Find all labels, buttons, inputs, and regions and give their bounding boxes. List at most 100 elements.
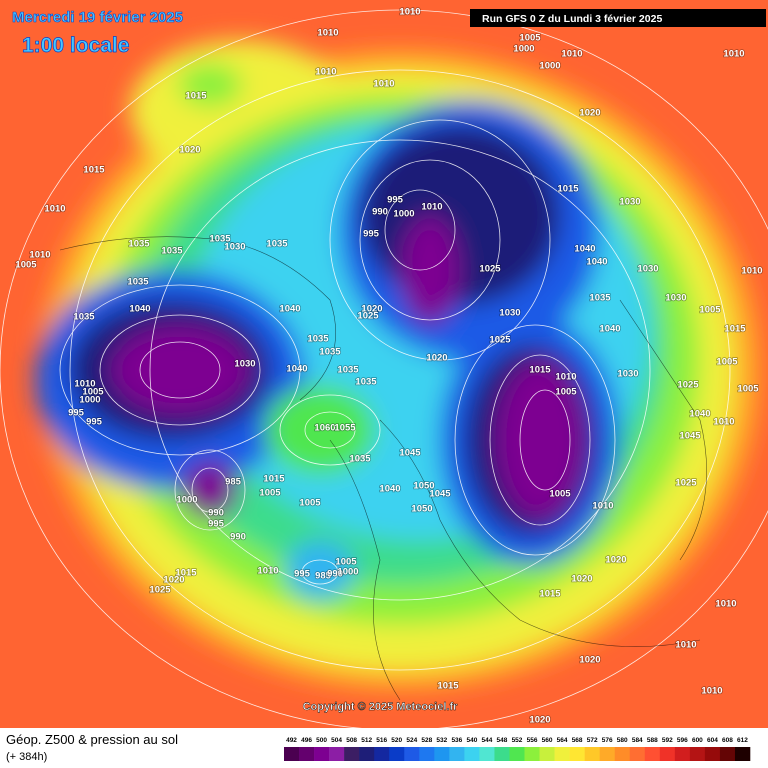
isobar-label: 1045 (679, 431, 701, 442)
isobar-label: 1025 (677, 380, 699, 391)
colorbar-tick-label: 596 (677, 737, 688, 744)
isobar-label: 1030 (619, 197, 640, 208)
isobar-label: 1030 (234, 359, 255, 370)
isobar-label: 1010 (257, 566, 278, 577)
isobar-label: 1025 (675, 478, 697, 489)
colorbar-tick-label: 604 (707, 737, 718, 744)
isobar-label: 1015 (263, 474, 285, 485)
isobar-label: 1010 (561, 49, 582, 60)
coastlines (59, 236, 707, 701)
colorbar-tick-label: 548 (497, 737, 508, 744)
isobar-label: 1030 (224, 242, 245, 253)
isobar-label: 1010 (74, 379, 95, 390)
isobar-label: 1005 (82, 387, 104, 398)
isobar-label: 1005 (699, 305, 721, 316)
color-swatch (479, 747, 495, 761)
isobar-label: 1015 (83, 165, 105, 176)
isobar-label: 1010 (713, 417, 734, 428)
isobar-label: 1020 (605, 555, 626, 566)
isobar-label: 1025 (149, 585, 171, 596)
isobar-label: 1030 (665, 293, 686, 304)
isobar-label: 1010 (592, 501, 613, 512)
isobar-label: 1040 (279, 304, 300, 315)
color-swatch (659, 747, 676, 761)
map-field (0, 0, 768, 728)
isobar-label: 1035 (355, 377, 377, 388)
isobar-label: 1025 (357, 311, 379, 322)
isobar-label: 1015 (724, 324, 746, 335)
color-swatch (569, 747, 585, 761)
isobar-label: 1010 (399, 7, 420, 18)
colorbar-tick-label: 588 (647, 737, 658, 744)
color-swatch (524, 747, 540, 761)
isobar-label: 1015 (175, 568, 197, 579)
isobar-label: 1035 (337, 365, 359, 376)
isobar-label: 985 (315, 571, 332, 582)
isobar-label: 1000 (337, 567, 358, 578)
isobar-label: 985 (225, 477, 242, 488)
isobar-label: 1010 (675, 640, 696, 651)
colorbar-tick-label: 504 (331, 737, 342, 744)
color-swatch (284, 747, 300, 761)
isobar-label: 1010 (723, 49, 744, 60)
isobar-label: 1015 (529, 365, 551, 376)
legend-subtitle: (+ 384h) (6, 751, 47, 763)
isobar-label: 1045 (399, 448, 421, 459)
color-swatch (689, 747, 706, 761)
isobar-label: 1005 (519, 33, 541, 44)
run-info: Run GFS 0 Z du Lundi 3 février 2025 (482, 13, 662, 25)
isobar-label: 1050 (411, 504, 432, 515)
isobar-label: 995 (387, 195, 404, 206)
colorbar-tick-label: 608 (722, 737, 733, 744)
isobar-label: 1015 (539, 589, 561, 600)
isobar-label: 1020 (426, 353, 447, 364)
isobar-label: 1040 (689, 409, 710, 420)
isobar-label: 1030 (617, 369, 638, 380)
color-swatch (644, 747, 661, 761)
colorbar-tick-label: 536 (451, 737, 462, 744)
isobar-label: 1020 (361, 304, 382, 315)
isobar-label: 1020 (163, 575, 184, 586)
isobar-label: 1040 (599, 324, 620, 335)
isobar-label: 1005 (335, 557, 357, 568)
isobar-label: 1005 (259, 488, 281, 499)
map-time: 1:00 locale (22, 34, 129, 57)
isobar-label: 1020 (579, 108, 600, 119)
isobar-label: 995 (294, 569, 311, 580)
isobar-label: 1015 (437, 681, 459, 692)
isobar-label: 1010 (29, 250, 50, 261)
isobar-label: 1010 (701, 686, 722, 697)
isobar-label: 990 (327, 569, 343, 580)
color-swatch (464, 747, 480, 761)
color-swatch (419, 747, 435, 761)
isobar-label: 1040 (286, 364, 307, 375)
isobar-label: 1040 (379, 484, 400, 495)
legend-title: Géop. Z500 & pression au sol (6, 732, 178, 747)
color-swatch (584, 747, 600, 761)
isobar-label: 1005 (716, 357, 738, 368)
colorbar-tick-label: 544 (482, 737, 493, 744)
color-swatch (494, 747, 510, 761)
color-swatch (614, 747, 631, 761)
isobar-label: 995 (68, 408, 85, 419)
colorbar-tick-label: 532 (436, 737, 447, 744)
colorbar-tick-label: 528 (421, 737, 432, 744)
color-swatch (404, 747, 420, 761)
isobar-label: 1000 (539, 61, 560, 72)
isobar-label: 1020 (529, 715, 550, 726)
color-swatch (449, 747, 465, 761)
colorbar-tick-label: 500 (316, 737, 327, 744)
colorbar-tick-label: 600 (692, 737, 703, 744)
color-swatch (629, 747, 646, 761)
isobar-label: 1005 (299, 498, 321, 509)
isobar-label: 995 (86, 417, 103, 428)
isobar-label: 1035 (307, 334, 329, 345)
isobar-label: 1010 (373, 79, 394, 90)
color-swatch (704, 747, 721, 761)
colorbar-tick-label: 540 (466, 737, 477, 744)
isobar-label: 1010 (715, 599, 736, 610)
isobar-label: 990 (208, 508, 224, 519)
colorbar-tick-label: 568 (572, 737, 583, 744)
colorbar-tick-label: 524 (406, 737, 417, 744)
